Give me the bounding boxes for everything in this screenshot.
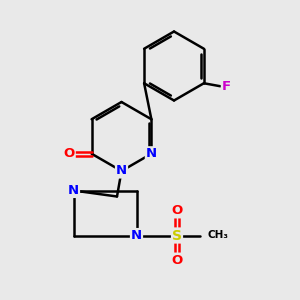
Text: N: N (146, 147, 157, 160)
Text: CH₃: CH₃ (207, 230, 228, 241)
Text: N: N (116, 164, 127, 178)
Text: O: O (171, 204, 183, 218)
Text: N: N (68, 184, 79, 197)
Text: O: O (171, 254, 183, 267)
Text: N: N (131, 229, 142, 242)
Text: F: F (222, 80, 231, 93)
Text: S: S (172, 229, 182, 242)
Text: O: O (64, 147, 75, 160)
